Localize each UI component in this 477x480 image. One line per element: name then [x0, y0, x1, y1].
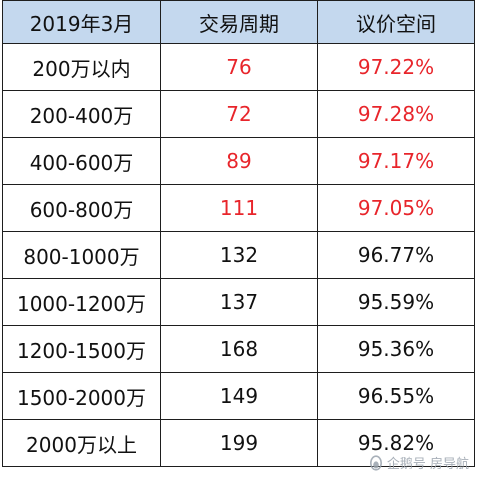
penguin-logo-icon	[369, 454, 382, 471]
header-margin: 议价空间	[317, 0, 475, 44]
cell-trade-cycle: 168	[160, 325, 318, 373]
table-header-row: 2019年3月 交易周期 议价空间	[2, 0, 475, 44]
cell-price-range: 400-600万	[2, 137, 161, 185]
table-row: 800-1000万 132 96.77%	[2, 231, 475, 279]
cell-price-margin: 95.36%	[317, 325, 475, 373]
table-row: 2000万以上 199 95.82%	[2, 419, 475, 467]
cell-price-range: 800-1000万	[2, 231, 161, 279]
table-row: 400-600万 89 97.17%	[2, 137, 475, 185]
cell-price-margin: 97.05%	[317, 184, 475, 232]
cell-price-margin: 97.28%	[317, 90, 475, 138]
cell-trade-cycle: 72	[160, 90, 318, 138]
cell-price-margin: 96.77%	[317, 231, 475, 279]
header-month: 2019年3月	[2, 0, 161, 44]
cell-price-range: 1200-1500万	[2, 325, 161, 373]
table-row: 200万以内 76 97.22%	[2, 43, 475, 91]
cell-price-range: 1000-1200万	[2, 278, 161, 326]
cell-price-margin: 95.82%	[317, 419, 475, 467]
table-row: 1500-2000万 149 96.55%	[2, 372, 475, 420]
table-row: 1000-1200万 137 95.59%	[2, 278, 475, 326]
cell-price-range: 600-800万	[2, 184, 161, 232]
cell-trade-cycle: 76	[160, 43, 318, 91]
cell-price-margin: 97.22%	[317, 43, 475, 91]
table-row: 600-800万 111 97.05%	[2, 184, 475, 232]
cell-trade-cycle: 89	[160, 137, 318, 185]
table-row: 200-400万 72 97.28%	[2, 90, 475, 138]
cell-trade-cycle: 132	[160, 231, 318, 279]
header-cycle: 交易周期	[160, 0, 318, 44]
cell-price-range: 200-400万	[2, 90, 161, 138]
cell-price-range: 2000万以上	[2, 419, 161, 467]
cell-trade-cycle: 137	[160, 278, 318, 326]
table-row: 1200-1500万 168 95.36%	[2, 325, 475, 373]
cell-price-range: 200万以内	[2, 43, 161, 91]
cell-price-range: 1500-2000万	[2, 372, 161, 420]
watermark-text: 企鹅号 房导航	[386, 457, 469, 472]
cell-trade-cycle: 199	[160, 419, 318, 467]
table-body: 200万以内 76 97.22% 200-400万 72 97.28% 400-600万 89…	[2, 43, 475, 467]
cell-trade-cycle: 149	[160, 372, 318, 420]
data-table: 2019年3月 交易周期 议价空间 200万以内 76 97.22% 200-400万…	[2, 0, 475, 467]
cell-price-margin: 96.55%	[317, 372, 475, 420]
cell-price-margin: 97.17%	[317, 137, 475, 185]
cell-price-margin: 95.59%	[317, 278, 475, 326]
watermark: 企鹅号 房导航	[369, 453, 469, 472]
cell-trade-cycle: 111	[160, 184, 318, 232]
